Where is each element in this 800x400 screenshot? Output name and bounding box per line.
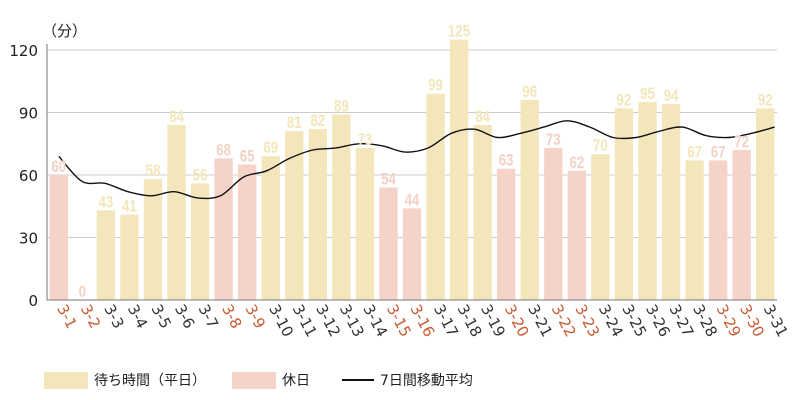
bar: [402, 208, 422, 300]
legend-swatch-weekday: [44, 371, 88, 389]
bar: [190, 183, 210, 300]
legend-swatch-holiday: [232, 371, 276, 389]
data-labels: 60 0 43 41 58 84 56 68 65 69 81 82 89 73 54 44 99 125 84 63…: [51, 22, 772, 301]
bar: [426, 93, 445, 300]
bar-value-label: 0: [79, 283, 86, 302]
bar-value-label: 62: [569, 153, 584, 172]
bar-value-label: 67: [687, 143, 702, 162]
bar-value-label: 89: [334, 97, 349, 116]
x-tick-label: 3-4: [124, 301, 151, 331]
y-tick-label: 90: [19, 105, 38, 123]
bar-value-label: 92: [758, 91, 773, 110]
bar-value-label: 92: [617, 91, 632, 110]
bar: [732, 150, 751, 300]
bar: [614, 108, 634, 300]
bar: [567, 170, 587, 300]
bar-value-label: 70: [593, 137, 608, 156]
bar: [120, 214, 139, 300]
legend: 待ち時間（平日） 休日 7日間移動平均: [0, 366, 800, 396]
x-tick-label: 3-1: [53, 301, 80, 331]
bar-value-label: 99: [428, 76, 443, 95]
bar: [143, 179, 163, 300]
bar-value-label: 68: [216, 141, 231, 160]
bar: [685, 160, 704, 300]
y-axis-unit-label: （分）: [42, 22, 87, 40]
bar-value-label: 72: [734, 133, 749, 152]
x-tick-label: 3-7: [195, 301, 222, 331]
bar-value-label: 94: [664, 87, 679, 106]
legend-item-weekday: 待ち時間（平日）: [44, 370, 206, 390]
bar: [638, 102, 657, 300]
x-tick-label: 3-31: [760, 301, 792, 340]
bar: [355, 147, 375, 300]
x-tick-label: 3-2: [77, 301, 104, 331]
y-tick-label: 30: [19, 230, 38, 248]
legend-label-holiday: 休日: [282, 373, 310, 389]
x-tick-label: 3-8: [218, 301, 245, 331]
legend-label-moving-average: 7日間移動平均: [380, 373, 473, 389]
bar-value-label: 41: [122, 197, 137, 216]
legend-label-weekday: 待ち時間（平日）: [94, 373, 206, 389]
y-tick-label: 60: [19, 167, 38, 185]
bar: [661, 104, 681, 301]
bar-value-label: 65: [240, 147, 255, 166]
moving-average-layer: [58, 120, 775, 200]
bar-value-label: 95: [640, 85, 655, 104]
bar: [497, 168, 516, 300]
bar: [544, 147, 563, 300]
x-tick-label: 3-5: [147, 301, 174, 331]
x-tick-label: 3-9: [242, 301, 269, 331]
bar-value-label: 82: [310, 112, 325, 131]
bar: [591, 154, 610, 300]
bar-value-label: 56: [193, 166, 208, 185]
x-tick-label: 3-3: [100, 301, 127, 331]
legend-swatch-moving-average: [342, 379, 374, 381]
legend-item-holiday: 休日: [232, 370, 310, 390]
bar: [285, 131, 304, 300]
bar-value-label: 84: [169, 108, 184, 127]
bar: [49, 175, 68, 300]
bar-value-label: 63: [499, 151, 514, 170]
bar-value-label: 73: [358, 130, 373, 149]
x-axis: 3-13-23-33-43-53-63-73-83-93-103-113-123…: [47, 299, 792, 340]
bar: [261, 156, 280, 300]
bar: [214, 158, 233, 300]
bar-value-label: 60: [51, 158, 66, 177]
bar-value-label: 73: [546, 130, 561, 149]
bar: [520, 100, 539, 300]
waiting-time-chart: 60 0 43 41 58 84 56 68 65 69 81 82 89 73 54 44 99 125 84 63…: [9, 22, 792, 340]
bar-value-label: 84: [475, 108, 490, 127]
bar: [379, 187, 398, 300]
bar-value-label: 44: [405, 191, 420, 210]
moving-average-line: [58, 120, 775, 200]
bar: [96, 210, 116, 300]
bar-value-label: 67: [711, 143, 726, 162]
bar: [449, 39, 469, 300]
bars: [49, 39, 775, 301]
bar: [167, 125, 186, 300]
bar: [332, 114, 351, 300]
x-tick-label: 3-6: [171, 301, 198, 331]
bar-value-label: 81: [287, 114, 302, 133]
y-tick-label: 0: [28, 292, 38, 310]
y-tick-label: 120: [9, 42, 38, 60]
bar: [473, 125, 492, 300]
legend-item-moving-average: 7日間移動平均: [342, 370, 473, 390]
y-axis: 0 30 60 90 120: [9, 42, 48, 310]
bar: [237, 164, 257, 300]
bar: [708, 160, 728, 300]
bar-value-label: 54: [381, 170, 396, 189]
bar-value-label: 125: [448, 22, 471, 41]
bar-value-label: 58: [146, 162, 161, 181]
bar-value-label: 69: [263, 139, 278, 158]
bar: [308, 129, 327, 300]
bar-value-label: 96: [522, 83, 537, 102]
bar: [756, 108, 775, 300]
bar-value-label: 43: [98, 193, 113, 212]
